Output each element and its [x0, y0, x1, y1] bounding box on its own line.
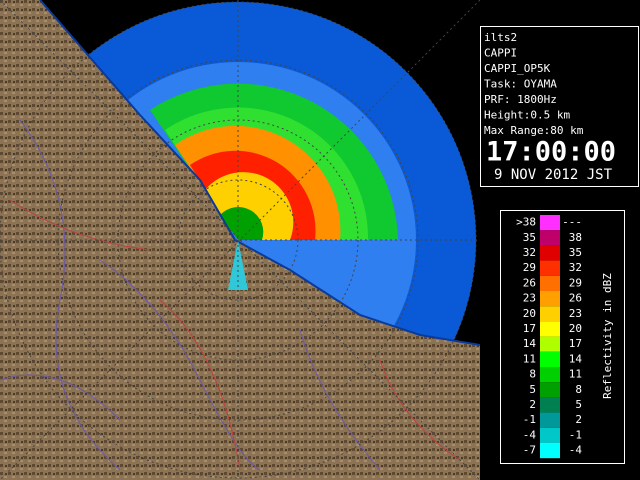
legend-from: 11	[523, 352, 536, 365]
info-line: Max Range:80 km	[484, 124, 584, 137]
info-line: Task: OYAMA	[484, 78, 557, 91]
legend-from: 32	[523, 246, 536, 259]
legend-from: 23	[523, 292, 536, 305]
legend-swatch	[540, 245, 560, 261]
legend-to: 26	[569, 292, 582, 305]
radar-map	[0, 0, 480, 480]
legend-to: -4	[569, 444, 583, 457]
legend-from: -4	[523, 428, 537, 441]
legend-to: 2	[575, 413, 582, 426]
time: 17:00:00	[486, 137, 616, 168]
legend-swatch	[540, 427, 560, 443]
legend-to: 20	[569, 322, 582, 335]
legend-swatch	[540, 351, 560, 367]
legend-label: Reflectivity in dBZ	[601, 273, 614, 399]
legend-from: -1	[523, 413, 536, 426]
legend-to: ---	[562, 216, 582, 229]
legend: >38 --- 35 38 32 35 29 32 26 29 23 26 20 23 17 20 14 17 11…	[516, 215, 583, 459]
legend-to: 38	[569, 231, 582, 244]
legend-swatch	[540, 321, 560, 337]
legend-from: 29	[523, 261, 536, 274]
info-line: PRF: 1800Hz	[484, 93, 557, 106]
info-panel	[480, 26, 639, 187]
legend-from: 2	[529, 398, 536, 411]
legend-swatch	[540, 306, 560, 322]
legend-swatch	[540, 260, 560, 276]
legend-swatch	[540, 291, 560, 307]
info-line: CAPPI_OP5K	[484, 62, 551, 75]
legend-to: -1	[569, 428, 582, 441]
legend-swatch	[540, 382, 560, 398]
info-line: Height:0.5 km	[484, 109, 570, 122]
legend-from: 5	[529, 383, 536, 396]
legend-swatch	[540, 412, 560, 428]
info-line: ilts2	[484, 31, 517, 44]
info-line: CAPPI	[484, 47, 517, 60]
legend-from: 20	[523, 307, 536, 320]
legend-swatch	[540, 230, 560, 246]
legend-to: 17	[569, 337, 582, 350]
legend-from: 8	[529, 368, 536, 381]
legend-box	[500, 210, 625, 464]
legend-to: 32	[569, 261, 582, 274]
legend-swatch	[540, 443, 560, 459]
legend-swatch	[540, 367, 560, 383]
legend-swatch	[540, 275, 560, 291]
legend-to: 5	[575, 398, 582, 411]
legend-from: 17	[523, 322, 536, 335]
legend-to: 35	[569, 246, 582, 259]
info-text: ilts2 CAPPI CAPPI_OP5K Task: OYAMA PRF: 1800…	[484, 31, 616, 183]
legend-swatch	[540, 397, 560, 413]
legend-from: 35	[523, 231, 536, 244]
legend-to: 8	[575, 383, 582, 396]
legend-to: 23	[569, 307, 582, 320]
date: 9 NOV 2012 JST	[494, 167, 613, 183]
legend-from: >38	[516, 216, 536, 229]
legend-to: 14	[569, 352, 583, 365]
legend-to: 29	[569, 276, 582, 289]
legend-from: 14	[523, 337, 537, 350]
legend-from: 26	[523, 276, 536, 289]
legend-swatch	[540, 336, 560, 352]
legend-from: -7	[523, 444, 536, 457]
legend-to: 11	[569, 368, 582, 381]
legend-swatch	[540, 215, 560, 231]
